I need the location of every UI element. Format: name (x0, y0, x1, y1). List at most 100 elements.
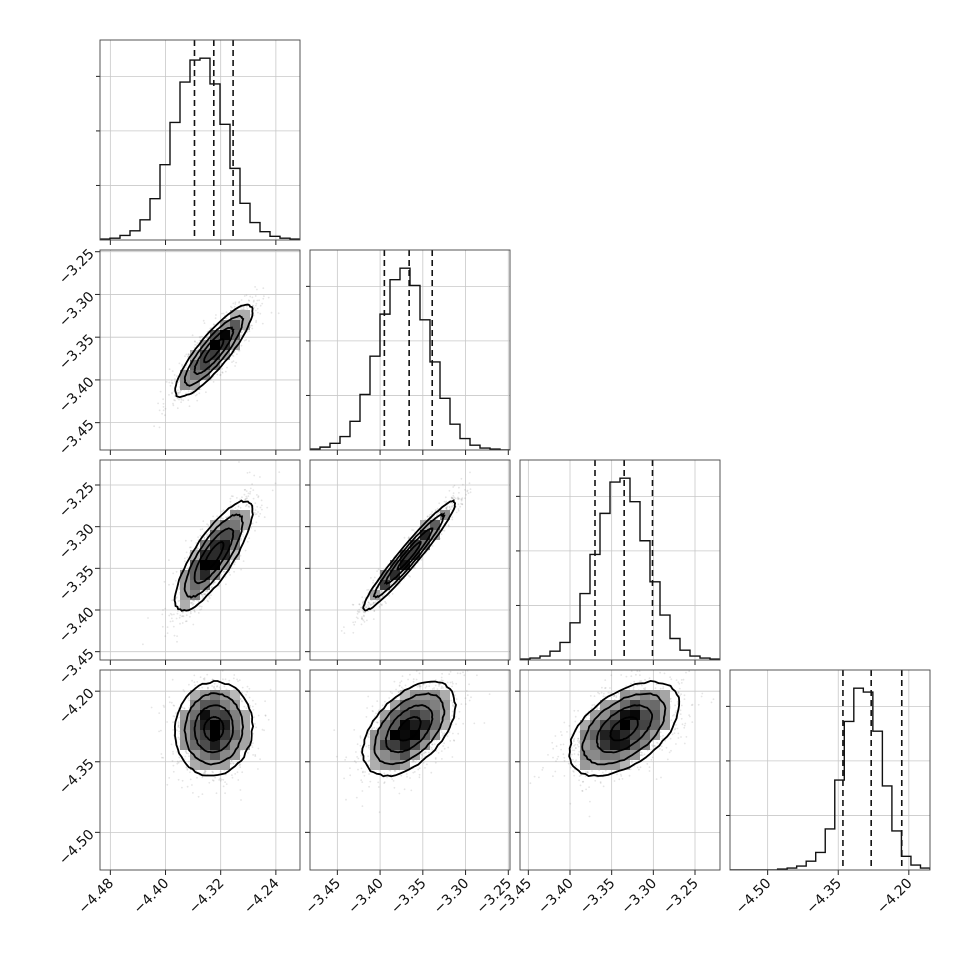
density-cell (180, 600, 190, 610)
contours (361, 680, 457, 778)
density-cell (230, 550, 240, 560)
density-cell (230, 700, 240, 710)
density-cell (380, 720, 390, 730)
contour-level-3 (173, 499, 254, 612)
density-cell (370, 730, 380, 740)
y-tick-label: −3.40 (56, 374, 98, 416)
density-cell (220, 710, 230, 720)
density-cell (240, 310, 250, 320)
x-tick-label: −4.24 (241, 875, 283, 917)
panel-3-0: −4.50 −4.35 −4.20 −4.48 −4.40 −4.32 −4.24 (56, 669, 301, 918)
density-cell (600, 700, 610, 710)
panel-content (100, 460, 300, 660)
density-cell (650, 700, 660, 710)
density-cell (600, 730, 610, 740)
x-tick-label: −4.32 (186, 876, 228, 918)
y-tick-label: −3.40 (56, 604, 98, 646)
density-cell (240, 740, 250, 750)
grid (100, 40, 300, 240)
panel-2-0: −3.45−3.40−3.35−3.30−3.25 (56, 459, 301, 688)
panel-frame (519, 669, 721, 871)
y-tick-label: −4.35 (56, 756, 98, 798)
y-tick-label: −3.45 (56, 646, 98, 688)
contour-level-3 (173, 680, 255, 777)
density-cell (220, 750, 230, 760)
density-cell (400, 710, 410, 720)
density-cell (210, 730, 220, 740)
panel-3-3: −4.50 −4.35 −4.20 (726, 669, 931, 917)
density-cell (200, 340, 210, 350)
density-cell (420, 720, 430, 730)
density-cell (610, 760, 620, 770)
density-cell (630, 730, 640, 740)
density-cell (640, 730, 650, 740)
panel-content (310, 460, 510, 660)
density-cell (220, 340, 230, 350)
density-squares (180, 690, 250, 770)
panel-frame (99, 39, 301, 241)
contour-level-0 (202, 715, 225, 742)
density-cell (200, 370, 210, 380)
contour-level-1 (193, 326, 235, 376)
y-tick-label: −3.30 (56, 521, 98, 563)
contour-level-2 (183, 513, 244, 599)
density-cell (600, 710, 610, 720)
panel-frame (309, 669, 511, 871)
density-cell (620, 750, 630, 760)
density-cell (390, 720, 400, 730)
density-cell (210, 740, 220, 750)
y-tick-label: −3.30 (56, 289, 98, 331)
density-cell (580, 720, 590, 730)
panel-content (100, 250, 300, 450)
density-cell (400, 760, 410, 770)
density-cell (440, 710, 450, 720)
density-cell (190, 560, 200, 570)
panel-frame (99, 669, 301, 871)
panel-frame (309, 249, 511, 451)
contour-level-3 (361, 680, 457, 778)
contours (174, 303, 254, 399)
density-cell (410, 720, 420, 730)
density-squares (180, 510, 250, 610)
x-tick-label: −4.48 (76, 876, 118, 918)
density-cell (220, 540, 230, 550)
corner-plot-panels: −3.45−3.40−3.35−3.30−3.25−3.45−3.40−3.35… (56, 39, 931, 918)
density-cell (440, 700, 450, 710)
density-cell (610, 740, 620, 750)
density-cell (200, 350, 210, 360)
density-cell (420, 710, 430, 720)
density-cell (200, 580, 210, 590)
density-cell (620, 700, 630, 710)
density-cell (200, 710, 210, 720)
density-cell (620, 740, 630, 750)
density-cell (230, 530, 240, 540)
grid (730, 670, 930, 870)
density-cell (590, 760, 600, 770)
density-cell (190, 350, 200, 360)
density-cell (430, 710, 440, 720)
density-cell (600, 720, 610, 730)
density-cell (610, 700, 620, 710)
density-cell (660, 720, 670, 730)
panel-content (730, 670, 930, 870)
panel-content (100, 670, 300, 870)
panel-content (100, 40, 300, 240)
density-cell (650, 720, 660, 730)
density-cell (220, 760, 230, 770)
density-cell (580, 760, 590, 770)
density-cell (190, 380, 200, 390)
density-cell (610, 750, 620, 760)
panel-3-1: −3.45 −3.40 −3.35 −3.30 −3.25 (303, 669, 515, 917)
density-cell (220, 530, 230, 540)
density-cell (230, 330, 240, 340)
density-cell (430, 720, 440, 730)
density-cell (400, 700, 410, 710)
density-cell (210, 550, 220, 560)
density-cell (230, 540, 240, 550)
panel-frame (99, 459, 301, 661)
density-cell (210, 570, 220, 580)
density-cell (190, 370, 200, 380)
density-cell (200, 750, 210, 760)
density-cell (240, 720, 250, 730)
density-cell (230, 320, 240, 330)
